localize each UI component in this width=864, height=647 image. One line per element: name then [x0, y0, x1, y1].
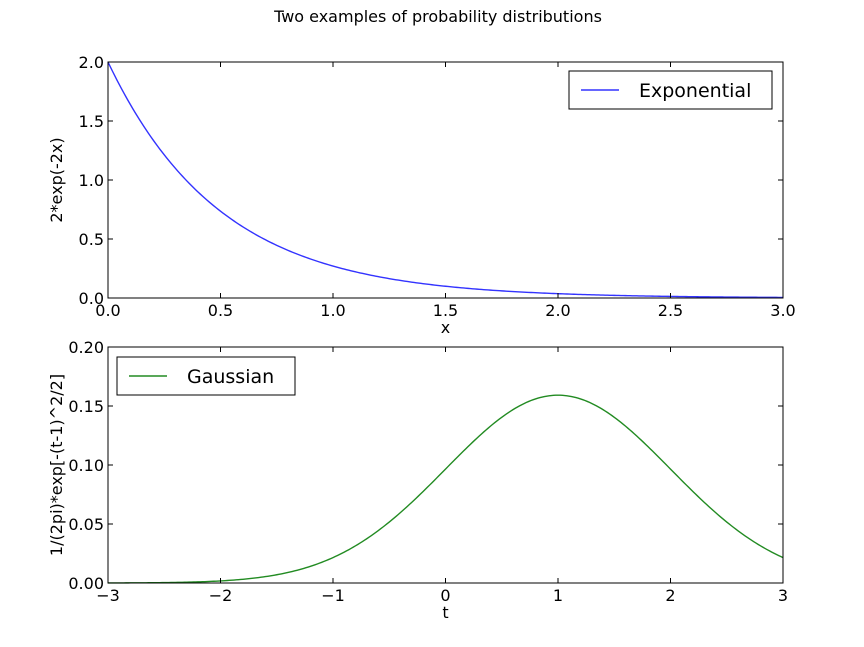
x-tick-label: 2.5	[658, 301, 683, 320]
y-tick-label: 0.5	[79, 230, 104, 249]
x-tick-label: −1	[321, 586, 345, 605]
y-tick-label: 0.20	[68, 338, 104, 357]
y-axis-label: 1/(2pi)*exp[-(t-1)^2/2]	[47, 374, 66, 556]
x-axis-label: t	[442, 603, 448, 622]
y-tick-label: 0.05	[68, 515, 104, 534]
y-tick-label: 1.0	[79, 171, 104, 190]
x-axis-label: x	[441, 318, 450, 337]
y-tick-label: 0.0	[79, 289, 104, 308]
legend: Exponential	[568, 70, 773, 110]
x-tick-label: 1	[553, 586, 563, 605]
y-tick-label: 0.10	[68, 456, 104, 475]
x-tick-label: 0.5	[208, 301, 233, 320]
y-tick-label: 2.0	[79, 53, 104, 72]
figure-title: Two examples of probability distribution…	[273, 7, 602, 26]
x-tick-label: 3	[778, 586, 788, 605]
series-line-gaussian	[107, 394, 784, 584]
y-tick-label: 1.5	[79, 112, 104, 131]
x-tick-label: 3.0	[770, 301, 795, 320]
legend-label: Exponential	[639, 80, 751, 102]
legend: Gaussian	[116, 356, 296, 396]
y-tick-label: 0.15	[68, 397, 104, 416]
x-tick-label: 0.0	[95, 301, 120, 320]
x-tick-label: 1.5	[433, 301, 458, 320]
y-axis-label: 2*exp(-2x)	[47, 137, 66, 222]
top-subplot: 0.0 0.5 1.0 1.5 2.0 2.5 3.0 0.0 0.5 1.0 1.5 2.0 x 2*e…	[47, 53, 796, 337]
x-tick-label: 2	[665, 586, 675, 605]
y-tick-label: 0.00	[68, 574, 104, 593]
x-tick-label: 1.0	[320, 301, 345, 320]
x-tick-label: 2.0	[545, 301, 570, 320]
x-tick-label: −3	[96, 586, 120, 605]
bottom-subplot: −3 −2 −1 0 1 2 3 0.00 0.05 0.10 0.15 0.20 t 1/(2pi)*e…	[47, 338, 788, 622]
x-tick-label: −2	[209, 586, 233, 605]
legend-label: Gaussian	[187, 366, 274, 388]
x-tick-label: 0	[440, 586, 450, 605]
